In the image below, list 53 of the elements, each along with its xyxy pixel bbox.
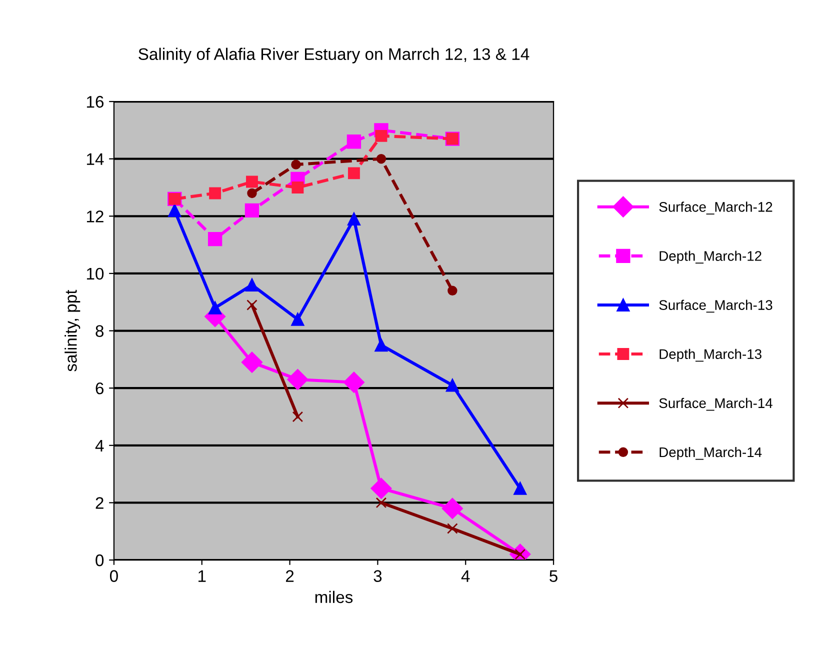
legend-label: Surface_March-14 [659,398,772,411]
point [446,378,459,392]
point [287,368,308,390]
legend-label: Depth_March-13 [660,348,762,362]
point [448,286,458,296]
point [246,176,258,188]
y-tick-label: 0 [96,554,104,566]
legend-label: Surface_March-13 [659,300,772,313]
point [291,160,301,170]
point [247,188,257,198]
legend-label: Depth_March-12 [660,250,762,264]
y-tick-label: 10 [86,268,104,280]
x-tick-label: 1 [198,570,206,582]
point [375,130,388,142]
point [245,278,259,292]
legend-label: Surface_March-12 [659,202,772,214]
y-tick-label: 12 [86,210,104,222]
x-axis-title: miles [315,590,353,604]
y-tick-label: 2 [96,497,104,509]
point [376,154,386,164]
point [346,134,362,149]
y-tick-label: 8 [96,325,104,337]
y-tick-label: 16 [86,96,104,108]
x-tick-label: 2 [286,570,294,582]
x-tick-label: 4 [461,570,470,582]
x-tick-label: 3 [374,570,382,582]
point [514,482,527,495]
x-tick-label: 0 [110,570,118,582]
point [292,182,304,194]
y-tick-label: 6 [96,382,104,394]
point [246,300,258,310]
legend-label: Depth_March-14 [660,446,762,460]
point [209,187,222,200]
point [370,478,392,499]
chart-title: Salinity of Alafia River Estuary on Marrch 12, 13 & 14 [138,48,530,64]
point [208,301,222,314]
point [343,372,364,393]
y-tick-label: 14 [86,153,104,165]
point [447,523,458,534]
point [168,204,182,217]
point [292,411,304,422]
point [348,167,360,180]
point [244,203,260,218]
point [241,352,262,373]
point [347,212,360,226]
point [442,498,463,519]
point [376,497,387,508]
point [291,312,304,326]
point [374,338,388,352]
x-tick-label: 5 [550,570,558,582]
y-axis-title: salinity, ppt [64,290,80,372]
y-tick-label: 4 [95,440,104,452]
point [208,232,222,246]
